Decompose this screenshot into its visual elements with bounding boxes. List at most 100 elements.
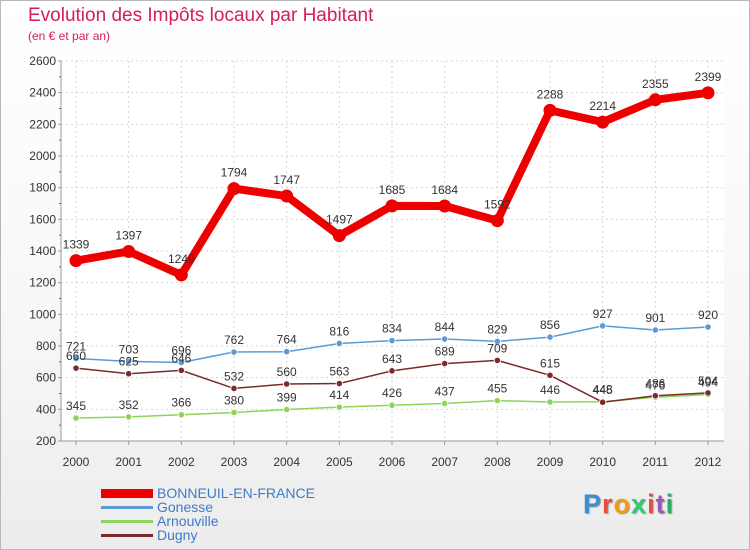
data-point: [72, 414, 80, 422]
data-point: [230, 408, 238, 417]
legend-swatch: [101, 505, 153, 509]
data-label: 380: [224, 394, 244, 408]
data-point: [599, 398, 607, 406]
x-tick-label: 2001: [115, 455, 142, 469]
data-label: 504: [698, 374, 718, 388]
series-bonneuil-en-france: 1339 1397 1249 1794 1747 1497 1685 1684 1592 2288…: [63, 70, 722, 282]
data-label: 437: [435, 384, 455, 398]
data-label: 532: [224, 369, 244, 383]
data-point: [441, 335, 449, 343]
legend-item: Arnouville: [101, 514, 315, 528]
data-point: [125, 413, 133, 421]
grid-lines: [61, 60, 724, 442]
data-point: [441, 399, 449, 408]
legend-item: BONNEUIL-EN-FRANCE: [101, 486, 315, 500]
data-point: [490, 214, 504, 228]
data-point: [651, 326, 659, 334]
data-point: [125, 357, 133, 365]
legend-swatch: [101, 519, 153, 523]
data-point: [493, 356, 501, 365]
data-point: [546, 371, 554, 379]
data-label: 721: [66, 340, 86, 354]
data-point: [72, 354, 80, 363]
data-label: 901: [645, 311, 665, 325]
data-point: [493, 397, 501, 405]
data-label: 414: [329, 388, 349, 402]
data-point: [704, 323, 712, 331]
data-label: 2355: [642, 77, 669, 91]
data-point: [546, 333, 554, 341]
y-tick-label: 2000: [29, 149, 56, 163]
data-point: [388, 337, 396, 345]
x-tick-label: 2006: [379, 455, 406, 469]
data-label: 2214: [589, 99, 616, 113]
data-label: 703: [119, 342, 139, 356]
x-tick-label: 2010: [589, 455, 616, 469]
data-label: 2288: [537, 87, 564, 101]
data-point: [648, 93, 662, 107]
data-label: 426: [382, 386, 402, 400]
data-point: [332, 229, 346, 243]
data-label: 920: [698, 308, 718, 322]
data-label: 494: [698, 375, 718, 389]
data-point: [283, 405, 291, 414]
data-label: 834: [382, 322, 402, 336]
data-point: [596, 115, 610, 129]
x-tick-label: 2002: [168, 455, 195, 469]
y-tick-label: 400: [36, 402, 56, 416]
data-label: 1339: [63, 238, 90, 252]
data-point: [177, 366, 185, 374]
x-tick-label: 2007: [431, 455, 458, 469]
data-point: [701, 86, 715, 100]
x-tick-label: 2000: [63, 455, 90, 469]
y-tick-label: 600: [36, 371, 56, 385]
data-label: 643: [382, 352, 402, 366]
chart-subtitle: (en € et par an): [28, 29, 111, 43]
legend-label: Dugny: [157, 527, 198, 543]
legend-label: Arnouville: [157, 513, 219, 529]
data-label: 345: [66, 399, 86, 413]
data-label: 689: [435, 345, 455, 359]
data-point: [438, 199, 452, 213]
y-tick-label: 1800: [29, 181, 56, 195]
data-label: 1685: [379, 183, 406, 197]
x-tick-label: 2004: [273, 455, 300, 469]
data-point: [227, 182, 241, 196]
chart-title: Evolution des Impôts locaux par Habitant: [28, 5, 374, 26]
data-point: [546, 398, 554, 406]
y-tick-label: 800: [36, 339, 56, 353]
data-label: 445: [593, 383, 613, 397]
series-dugny: 660 625 646 532 560 563 643 689 709 615 445 486 504: [66, 341, 718, 406]
data-label: 1684: [431, 183, 458, 197]
data-point: [230, 348, 238, 356]
x-tick-label: 2003: [221, 455, 248, 469]
data-label: 560: [277, 365, 297, 379]
data-point: [72, 364, 80, 372]
data-label: 563: [329, 365, 349, 379]
data-point: [493, 337, 501, 346]
data-label: 660: [66, 349, 86, 363]
data-point: [388, 401, 396, 409]
data-point: [335, 339, 343, 348]
data-point: [69, 254, 83, 268]
x-tick-label: 2012: [695, 455, 722, 469]
data-point: [704, 389, 712, 397]
data-label: 1497: [326, 213, 353, 227]
data-label: 455: [487, 382, 507, 396]
data-label: 696: [171, 343, 191, 357]
data-point: [543, 103, 557, 117]
legend-label: BONNEUIL-EN-FRANCE: [157, 485, 315, 501]
data-point: [385, 199, 399, 213]
data-label: 709: [487, 341, 507, 355]
legend-item: Dugny: [101, 528, 315, 542]
data-point: [230, 384, 238, 393]
data-point: [283, 380, 291, 388]
data-label: 1747: [273, 173, 300, 187]
data-label: 615: [540, 356, 560, 370]
legend-swatch: [101, 488, 153, 498]
y-tick-label: 1000: [29, 307, 56, 321]
data-label: 829: [487, 322, 507, 336]
data-label: 625: [119, 355, 139, 369]
data-point: [125, 370, 133, 378]
